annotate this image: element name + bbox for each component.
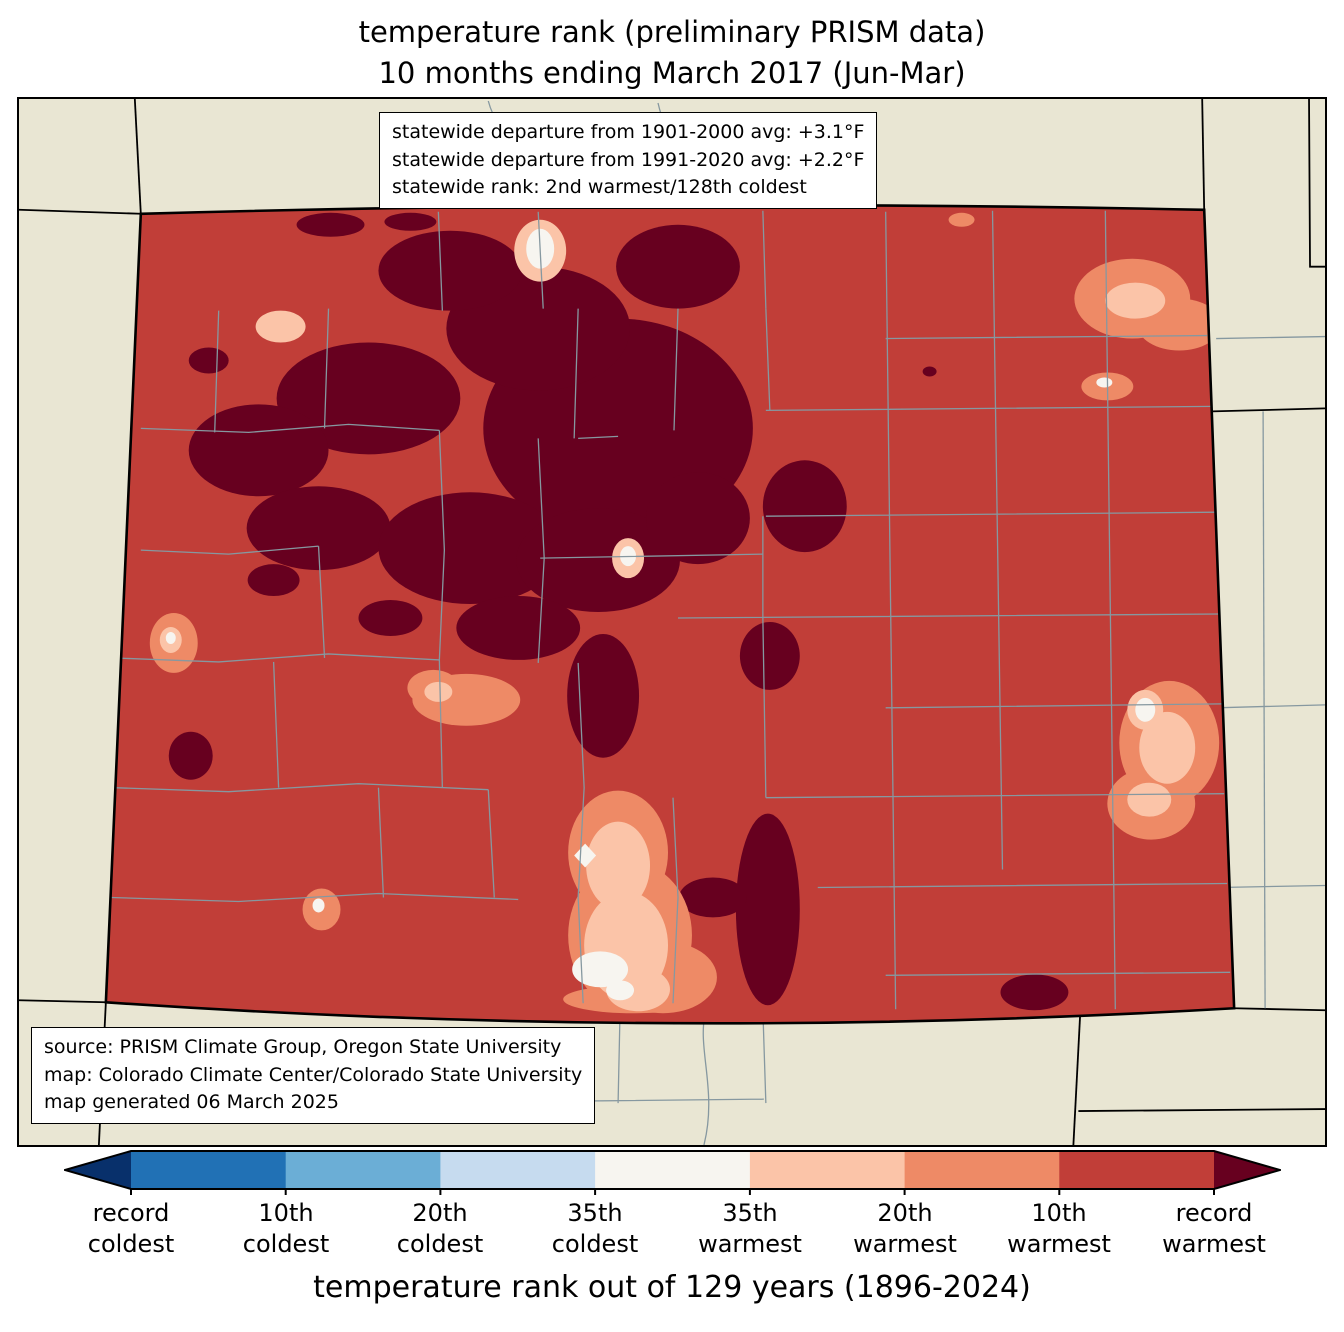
tick-label-line: warmest [698, 1229, 802, 1258]
colorbar-segment [1059, 1151, 1214, 1189]
colorbar-tick-label: record warmest [1162, 1198, 1266, 1259]
colorbar-axis-label: temperature rank out of 129 years (1896-… [313, 1270, 1031, 1305]
tick-label-line: 20th [877, 1199, 933, 1227]
county-lines [110, 210, 1231, 1010]
colorbar-segment [595, 1151, 751, 1189]
colorbar-tick-label: 10th warmest [1007, 1198, 1111, 1259]
tick-label-line: 20th [412, 1199, 468, 1227]
stats-box: statewide departure from 1901-2000 avg: … [379, 112, 878, 209]
tick-label-line: 10th [258, 1199, 314, 1227]
colorbar-tick-label: 20th coldest [397, 1198, 483, 1259]
source-line-2: map: Colorado Climate Center/Colorado St… [44, 1063, 583, 1086]
colorbar-segment [440, 1151, 596, 1189]
colorbar-segment [749, 1151, 906, 1189]
tick-label-line: coldest [551, 1229, 639, 1258]
title-line-1: temperature rank (preliminary PRISM data… [358, 15, 986, 49]
neighbor-state-borders [19, 99, 1325, 1145]
title-line-2: 10 months ending March 2017 (Jun-Mar) [378, 55, 966, 90]
colorado-interior [105, 205, 1235, 1024]
source-line-1: source: PRISM Climate Group, Oregon Stat… [44, 1036, 562, 1059]
tick-label-line: coldest [396, 1229, 484, 1258]
tick-label-line: warmest [853, 1229, 957, 1258]
stats-line-3: statewide rank: 2nd warmest/128th coldes… [392, 176, 807, 199]
colorado-map [19, 99, 1325, 1145]
map-frame: statewide departure from 1901-2000 avg: … [17, 97, 1327, 1147]
tick-label-line: record [1175, 1199, 1253, 1227]
tick-label-line: 35th [567, 1199, 623, 1227]
stats-line-1: statewide departure from 1901-2000 avg: … [392, 121, 865, 143]
colorbar-segment [285, 1151, 442, 1189]
tick-label-line: coldest [87, 1229, 175, 1258]
tick-label-line: 10th [1031, 1199, 1087, 1227]
colorbar-tick-label: record coldest [88, 1198, 174, 1259]
colorbar-segment [65, 1151, 131, 1189]
colorbar [64, 1150, 1281, 1195]
colorbar-segment [1214, 1151, 1280, 1189]
record-warmest-regions [168, 212, 1069, 1011]
tick-label-line: record [92, 1199, 170, 1227]
tick-label-line: 35th [722, 1199, 778, 1227]
tick-label-line: coldest [242, 1229, 330, 1258]
source-box: source: PRISM Climate Group, Oregon Stat… [31, 1027, 596, 1124]
colorbar-segment [904, 1151, 1061, 1189]
colorbar-tick-label: 35th coldest [552, 1198, 638, 1259]
colorbar-segment [131, 1151, 287, 1189]
source-line-3: map generated 06 March 2025 [44, 1091, 339, 1114]
colorbar-outline [64, 1150, 1281, 1190]
stats-line-2: statewide departure from 1991-2020 avg: … [392, 148, 865, 171]
tick-label-line: warmest [1007, 1229, 1111, 1258]
colorbar-tick-label: 20th warmest [853, 1198, 957, 1259]
figure-title: temperature rank (preliminary PRISM data… [0, 12, 1344, 93]
colorbar-tick-label: 35th warmest [698, 1198, 802, 1259]
colorbar-tick-label: 10th coldest [243, 1198, 329, 1259]
tick-label-line: warmest [1162, 1229, 1266, 1258]
